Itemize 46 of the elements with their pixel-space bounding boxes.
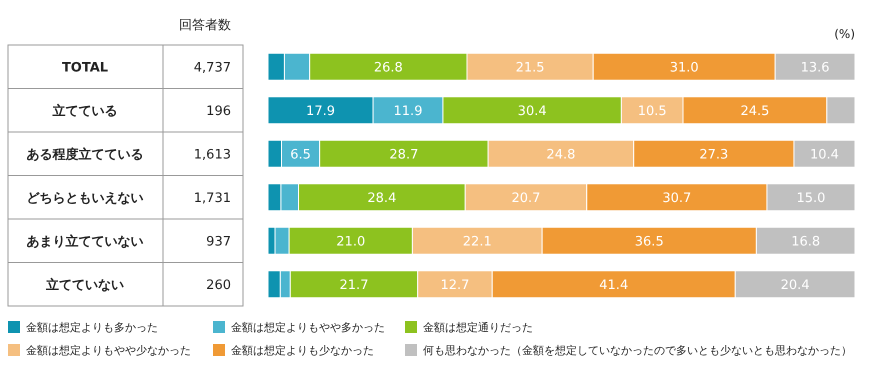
- data-label: 20.7: [512, 190, 540, 206]
- legend-label: 金額は想定よりも多かった: [26, 320, 158, 334]
- text: 回答者数: [179, 18, 231, 33]
- data-label: 30.4: [518, 104, 547, 119]
- data-label: 16.8: [791, 234, 820, 250]
- text: 937: [206, 234, 231, 250]
- text: 260: [206, 278, 231, 293]
- y-tick-label: あまり立てていない: [26, 233, 144, 250]
- data-label: 27.3: [699, 147, 728, 162]
- legend-label: 金額は想定よりもやや多かった: [231, 320, 385, 334]
- legend-label: 何も思わなかった（金額を想定していなかったので多いとも少ないとも思わなかった）: [423, 344, 852, 357]
- data-label: 12.7: [440, 278, 470, 293]
- data-label: 17.9: [306, 104, 336, 119]
- data-label: 10.5: [638, 104, 667, 119]
- data-label: 21.0: [336, 234, 366, 250]
- data-label: 21.5: [516, 60, 545, 76]
- y-tick-label: 立てていない: [45, 276, 124, 293]
- data-label: 22.1: [462, 234, 492, 250]
- data-label: 6.5: [290, 147, 311, 162]
- data-label: 21.7: [340, 278, 368, 293]
- text: 4,737: [194, 60, 231, 76]
- data-label: 26.8: [374, 60, 403, 76]
- data-label: 30.7: [662, 190, 692, 206]
- y-tick-label: どちらともいえない: [26, 190, 144, 206]
- data-label: 11.9: [394, 104, 422, 119]
- data-label: 24.5: [740, 104, 770, 119]
- text: 196: [206, 104, 231, 119]
- legend-label: 金額は想定よりもやや少なかった: [26, 344, 191, 357]
- data-label: 28.4: [367, 190, 396, 206]
- data-label: 24.8: [546, 147, 576, 162]
- legend-label: 金額は想定通りだった: [423, 320, 533, 334]
- data-label: 36.5: [634, 234, 664, 250]
- y-tick-label: TOTAL: [62, 60, 108, 76]
- data-label: 28.7: [389, 147, 418, 162]
- x-axis-title: (%): [834, 27, 855, 41]
- data-label: 41.4: [599, 278, 628, 293]
- data-label: 31.0: [670, 60, 699, 76]
- y-tick-label: ある程度立てている: [26, 146, 144, 162]
- data-label: 10.4: [810, 147, 839, 162]
- data-label: 20.4: [780, 278, 810, 293]
- text: 1,613: [194, 147, 231, 162]
- data-label: 13.6: [800, 60, 830, 76]
- text: 1,731: [194, 190, 231, 206]
- legend-label: 金額は想定よりも少なかった: [231, 344, 374, 357]
- y-tick-label: 立てている: [52, 102, 118, 119]
- data-label: 15.0: [796, 190, 826, 206]
